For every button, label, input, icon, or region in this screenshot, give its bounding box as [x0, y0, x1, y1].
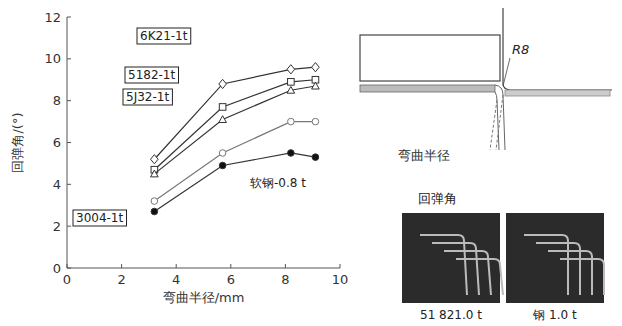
series-label: 6K21-1t	[140, 29, 188, 43]
y-tick-label: 12	[44, 10, 61, 25]
series-label: 5182-1t	[128, 68, 176, 82]
photo-label: 钢 1.0 t	[532, 308, 577, 322]
x-tick	[340, 264, 341, 268]
marker	[219, 150, 226, 157]
marker	[287, 65, 295, 74]
label-box	[137, 28, 191, 44]
label-box	[123, 89, 172, 105]
marker	[287, 86, 295, 93]
marker	[151, 155, 159, 164]
series-line	[154, 122, 315, 201]
y-tick	[67, 184, 71, 185]
x-tick	[285, 264, 286, 268]
marker	[288, 79, 295, 86]
radius-leader	[503, 58, 510, 86]
marker	[151, 208, 158, 215]
marker	[219, 162, 226, 169]
photo	[506, 213, 604, 303]
series-label: 3004-1t	[76, 211, 124, 225]
sheet	[360, 85, 495, 92]
marker	[219, 104, 226, 111]
x-tick	[176, 264, 177, 268]
series-line	[154, 153, 315, 212]
specimen	[444, 251, 491, 295]
y-tick	[67, 268, 71, 269]
series-line	[154, 80, 315, 170]
marker	[151, 170, 159, 177]
y-tick-label: 4	[53, 177, 61, 192]
series-label: 5J32-1t	[126, 90, 169, 104]
x-tick	[230, 264, 231, 268]
angle-label: 回弹角	[418, 191, 457, 206]
specimen	[560, 259, 604, 295]
marker	[312, 63, 320, 72]
x-tick-label: 4	[172, 272, 180, 287]
y-tick-label: 10	[44, 51, 61, 66]
x-axis	[67, 268, 340, 269]
marker	[219, 79, 227, 88]
marker	[288, 150, 295, 157]
sheet-right	[505, 90, 610, 96]
plot-data	[151, 63, 320, 215]
radius-label: R8	[512, 42, 529, 57]
x-tick-label: 8	[281, 272, 289, 287]
label-box	[125, 67, 179, 83]
x-tick-label: 0	[63, 272, 71, 287]
x-tick	[121, 264, 122, 268]
springback-lines	[490, 95, 503, 150]
punch-outline	[503, 8, 612, 90]
label-box	[73, 210, 127, 226]
marker	[312, 118, 319, 125]
y-tick-label: 2	[53, 219, 61, 234]
y-tick	[67, 100, 71, 101]
series-label: 软钢-0.8 t	[250, 176, 306, 190]
figure: 0 2 4 6 8 10 0 2 4 6 8 10 12 弯曲半径/mm 回弹角/(°) 6K21-1t 518…	[0, 0, 622, 326]
marker	[151, 198, 158, 205]
y-axis-title: 回弹角/(°)	[10, 112, 25, 172]
x-tick-label: 2	[117, 272, 125, 287]
y-tick-label: 6	[53, 135, 61, 150]
x-tick-label: 6	[227, 272, 235, 287]
y-tick	[67, 226, 71, 227]
marker	[312, 82, 320, 89]
bend-label: 弯曲半径	[398, 148, 450, 163]
y-tick-label: 0	[53, 261, 61, 276]
marker	[219, 116, 227, 123]
photo-label: 51 821.0 t	[420, 308, 482, 322]
x-tick-label: 10	[332, 272, 349, 287]
y-tick	[67, 142, 71, 143]
series-line	[154, 86, 315, 174]
specimen	[456, 259, 503, 295]
y-tick-label: 8	[53, 93, 61, 108]
x-axis-title: 弯曲半径/mm	[163, 290, 245, 305]
specimen	[548, 251, 592, 295]
y-tick	[67, 17, 71, 18]
die-block	[360, 35, 500, 81]
marker	[312, 154, 319, 161]
x-tick	[67, 264, 68, 268]
marker	[288, 118, 295, 125]
y-tick	[67, 58, 71, 59]
